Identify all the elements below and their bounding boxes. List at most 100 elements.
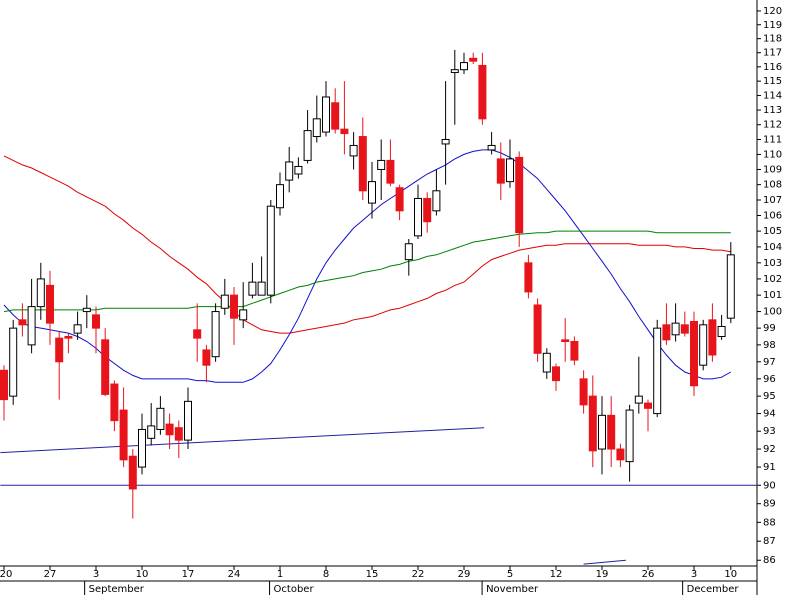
y-tick-label: 99 [763, 323, 776, 334]
candle-body [607, 414, 616, 450]
y-tick-label: 111 [763, 134, 782, 145]
x-tick-label: 26 [642, 569, 655, 580]
candle-body [230, 294, 238, 319]
candle-body [312, 118, 321, 138]
candle-body [276, 184, 284, 209]
candle-body [165, 423, 174, 436]
candle-body [239, 309, 248, 321]
candle-body [377, 159, 386, 170]
y-tick-label: 115 [763, 76, 782, 87]
candle-body [55, 337, 64, 363]
candle-body [432, 190, 441, 212]
candle-body [27, 306, 36, 346]
candle-body [257, 281, 266, 296]
y-tick-label: 119 [763, 20, 782, 31]
y-tick-label: 105 [763, 226, 782, 237]
y-tick-label: 88 [763, 517, 776, 528]
candle-body [653, 327, 662, 415]
candle-body [469, 57, 478, 62]
y-tick-label: 86 [763, 555, 776, 566]
candle-body [625, 409, 634, 463]
y-tick-label: 110 [763, 149, 782, 160]
moving-average-line [3, 155, 731, 334]
candle-body [460, 62, 468, 71]
candle-body [579, 378, 588, 406]
candle-body [110, 383, 119, 422]
candle-body [138, 428, 146, 468]
y-tick-label: 118 [763, 34, 782, 45]
candle-body [9, 327, 18, 397]
moving-average-line [3, 149, 732, 383]
y-tick-label: 107 [763, 195, 782, 206]
month-label: November [486, 584, 539, 595]
candle-body [36, 278, 45, 308]
y-tick-label: 95 [763, 391, 776, 402]
y-tick-label: 120 [763, 6, 782, 17]
candle-body [524, 262, 533, 293]
candle-body [18, 319, 27, 326]
y-tick-label: 102 [763, 274, 782, 285]
trend-line [583, 559, 626, 565]
x-tick-label: 29 [458, 569, 471, 580]
candle-body [82, 307, 91, 313]
x-tick-label: 1 [277, 569, 283, 580]
candle-body [73, 324, 82, 334]
candle-body [101, 339, 110, 395]
candle-body [598, 414, 606, 450]
candle-body [220, 294, 229, 309]
y-tick-label: 113 [763, 105, 782, 116]
y-tick-label: 100 [763, 307, 782, 318]
x-tick-label: 19 [596, 569, 609, 580]
candle-body [441, 138, 450, 145]
candle-body [708, 319, 717, 356]
candle-body [193, 329, 202, 339]
candle-body [616, 448, 625, 461]
y-tick-label: 112 [763, 120, 782, 131]
x-tick-label: 8 [323, 569, 329, 580]
candle-body [680, 324, 689, 334]
candle-body [266, 205, 275, 296]
y-tick-label: 117 [763, 48, 782, 59]
y-tick-label: 91 [763, 462, 776, 473]
candle-body [395, 187, 404, 212]
candle-body [552, 366, 560, 382]
y-tick-label: 92 [763, 444, 776, 455]
x-tick-label: 22 [412, 569, 425, 580]
y-tick-label: 109 [763, 164, 782, 175]
candle-body [294, 165, 303, 175]
candle-body [119, 409, 128, 461]
candle-body [202, 349, 211, 366]
candle-body [588, 395, 597, 452]
candle-body [478, 64, 487, 120]
trend-line [0, 427, 485, 454]
x-tick-label: 15 [366, 569, 379, 580]
candle-body [533, 304, 542, 354]
candle-body [404, 243, 413, 261]
candle-body [515, 156, 524, 234]
x-tick-label: 12 [550, 569, 563, 580]
candle-body [450, 69, 459, 74]
candle-body [184, 400, 192, 441]
x-tick-label: 10 [724, 569, 737, 580]
candle-body [174, 427, 183, 441]
y-tick-label: 93 [763, 426, 776, 437]
candle-body [46, 284, 54, 324]
candle-body [349, 144, 358, 157]
x-tick-label: 24 [228, 569, 241, 580]
candle-body [496, 158, 505, 184]
candle-body [64, 335, 73, 339]
candle-body [0, 369, 8, 401]
month-label: October [274, 584, 315, 595]
moving-average-line [3, 230, 731, 313]
y-tick-label: 87 [763, 536, 776, 547]
candle-body [506, 158, 514, 183]
y-tick-label: 108 [763, 180, 782, 191]
y-tick-label: 104 [763, 242, 782, 253]
x-tick-label: 5 [507, 569, 513, 580]
candle-body [331, 102, 340, 130]
candle-body [726, 254, 735, 319]
candle-body [303, 130, 312, 161]
candle-body [644, 402, 652, 409]
